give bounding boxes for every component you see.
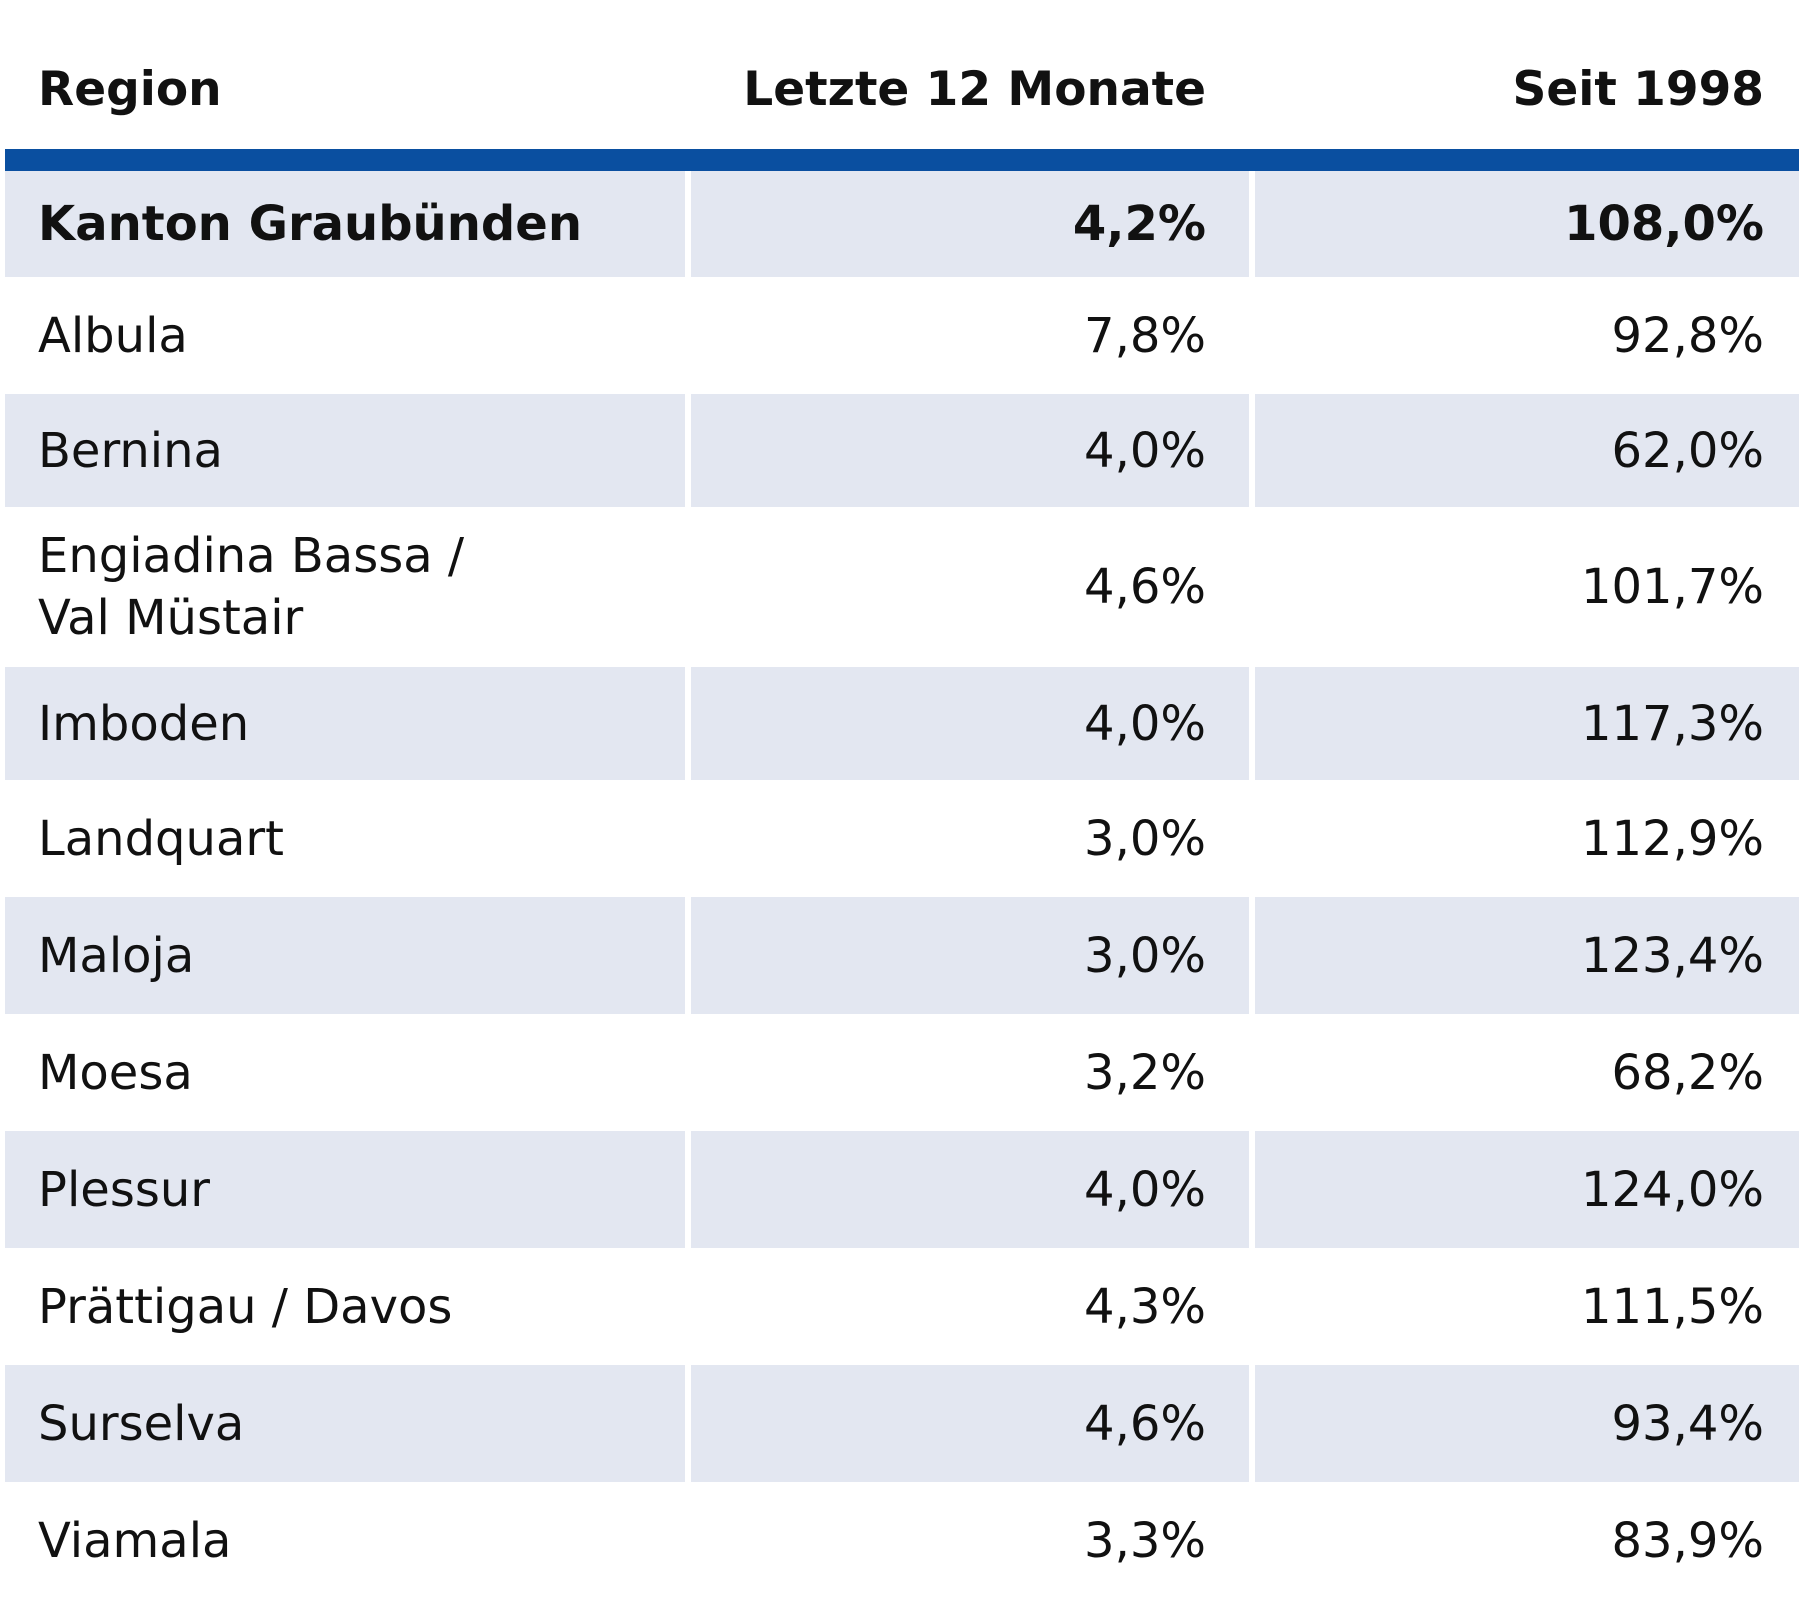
table-row: Plessur 4,0% 124,0% (5, 1131, 1799, 1248)
since-1998-cell: 112,9% (1580, 811, 1764, 867)
row-band (1255, 1131, 1799, 1248)
last-12-months-cell: 3,0% (1084, 811, 1206, 867)
region-cell: Viamala (38, 1513, 232, 1569)
table-row: Bernina 4,0% 62,0% (5, 394, 1799, 507)
last-12-months-cell: 7,8% (1084, 308, 1206, 364)
row-band (5, 1365, 685, 1482)
table-row: Imboden 4,0% 117,3% (5, 667, 1799, 780)
last-12-months-cell: 3,0% (1084, 928, 1206, 984)
region-cell: Kanton Graubünden (38, 196, 582, 252)
region-cell: Plessur (38, 1162, 210, 1218)
last-12-months-cell: 4,0% (1084, 423, 1206, 479)
table-row: Engiadina Bassa / Val Müstair 4,6% 101,7% (5, 507, 1799, 667)
region-cell: Surselva (38, 1396, 245, 1452)
table-row: Kanton Graubünden 4,2% 108,0% (5, 171, 1799, 277)
since-1998-cell: 111,5% (1580, 1279, 1764, 1335)
row-band (691, 1365, 1249, 1482)
region-cell: Landquart (38, 811, 284, 867)
row-band (691, 667, 1249, 780)
row-band (5, 1131, 685, 1248)
region-cell: Albula (38, 308, 188, 364)
last-12-months-cell: 4,2% (1072, 196, 1206, 252)
last-12-months-cell: 4,6% (1084, 1396, 1206, 1452)
data-table: Region Letzte 12 Monate Seit 1998 Kanton… (5, 0, 1799, 1569)
header-rule (5, 149, 1799, 171)
region-cell: Maloja (38, 928, 195, 984)
row-band (691, 897, 1249, 1014)
last-12-months-cell: 3,2% (1084, 1045, 1206, 1101)
table-row: Moesa 3,2% 68,2% (5, 1014, 1799, 1131)
row-band (5, 394, 685, 507)
row-band (1255, 1365, 1799, 1482)
row-band (691, 394, 1249, 507)
row-band (5, 897, 685, 1014)
last-12-months-cell: 4,0% (1084, 1162, 1206, 1218)
last-12-months-cell: 3,3% (1084, 1513, 1206, 1569)
column-header-last-12-months: Letzte 12 Monate (743, 62, 1206, 117)
since-1998-cell: 108,0% (1564, 196, 1764, 252)
row-band (691, 1131, 1249, 1248)
table-row: Prättigau / Davos 4,3% 111,5% (5, 1248, 1799, 1365)
region-cell: Moesa (38, 1045, 193, 1101)
since-1998-cell: 117,3% (1580, 696, 1764, 752)
row-band (691, 171, 1249, 277)
table-row: Albula 7,8% 92,8% (5, 277, 1799, 394)
region-cell: Prättigau / Davos (38, 1279, 453, 1335)
table-header: Region Letzte 12 Monate Seit 1998 (5, 0, 1799, 150)
table-row: Surselva 4,6% 93,4% (5, 1365, 1799, 1482)
since-1998-cell: 68,2% (1611, 1045, 1764, 1101)
table-row: Maloja 3,0% 123,4% (5, 897, 1799, 1014)
since-1998-cell: 83,9% (1611, 1513, 1764, 1569)
row-band (1255, 667, 1799, 780)
since-1998-cell: 92,8% (1611, 308, 1764, 364)
row-band (5, 667, 685, 780)
since-1998-cell: 124,0% (1580, 1162, 1764, 1218)
last-12-months-cell: 4,6% (1084, 559, 1206, 615)
since-1998-cell: 123,4% (1580, 928, 1764, 984)
region-cell: Imboden (38, 696, 250, 752)
row-band (1255, 394, 1799, 507)
column-header-region: Region (38, 62, 222, 117)
since-1998-cell: 62,0% (1611, 423, 1764, 479)
table-row: Landquart 3,0% 112,9% (5, 780, 1799, 897)
row-band (1255, 171, 1799, 277)
region-cell: Engiadina Bassa / Val Müstair (38, 528, 465, 646)
row-band (1255, 897, 1799, 1014)
last-12-months-cell: 4,3% (1084, 1279, 1206, 1335)
column-header-since-1998: Seit 1998 (1512, 62, 1764, 117)
row-band (5, 171, 685, 277)
since-1998-cell: 93,4% (1611, 1396, 1764, 1452)
region-cell: Bernina (38, 423, 223, 479)
last-12-months-cell: 4,0% (1084, 696, 1206, 752)
since-1998-cell: 101,7% (1580, 559, 1764, 615)
table-row: Viamala 3,3% 83,9% (5, 1482, 1799, 1599)
